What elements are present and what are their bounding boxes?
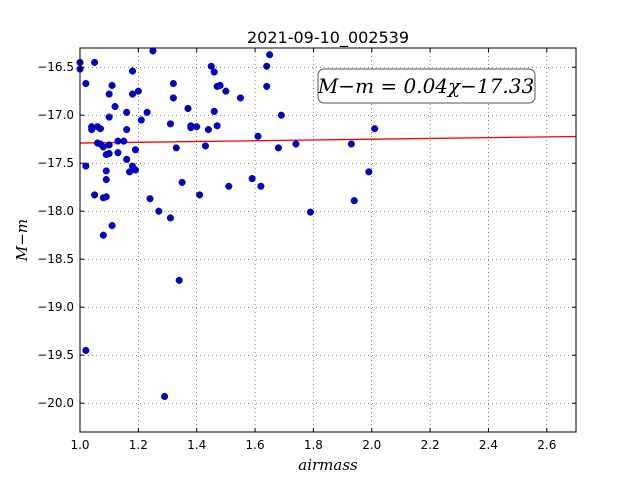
- data-point: [201, 142, 210, 150]
- data-point: [102, 175, 110, 184]
- fit-line-group: [79, 135, 577, 144]
- data-point: [91, 191, 99, 199]
- data-point: [196, 191, 204, 199]
- data-point: [350, 197, 358, 205]
- data-point: [257, 182, 265, 190]
- plot-frame: [79, 47, 577, 433]
- data-point: [274, 144, 282, 152]
- data-point: [222, 87, 230, 95]
- data-point: [365, 168, 373, 176]
- data-point: [146, 195, 154, 203]
- x-tick-label: 2.2: [421, 438, 440, 452]
- x-tick-label: 1.4: [187, 438, 206, 452]
- data-point: [172, 144, 180, 152]
- data-point: [108, 222, 116, 230]
- data-point: [105, 141, 113, 149]
- data-point: [254, 132, 262, 140]
- data-point: [207, 62, 215, 70]
- data-point: [111, 103, 119, 111]
- data-point: [166, 120, 174, 128]
- data-point: [128, 67, 137, 75]
- x-tick-label: 1.6: [246, 438, 265, 452]
- x-axis-label: airmass: [298, 456, 358, 474]
- data-point: [236, 94, 245, 102]
- grid-lines: [80, 48, 576, 432]
- data-points: [76, 47, 379, 401]
- data-point: [143, 108, 151, 116]
- x-tick-label: 2.6: [537, 438, 556, 452]
- data-point: [204, 126, 212, 134]
- data-point: [108, 81, 116, 89]
- data-point: [371, 125, 379, 133]
- data-point: [102, 193, 110, 201]
- x-tick-label: 1.8: [304, 438, 323, 452]
- data-point: [149, 47, 157, 55]
- data-point: [216, 81, 224, 89]
- data-point: [105, 113, 113, 121]
- data-point: [123, 108, 131, 116]
- data-point: [263, 62, 271, 70]
- data-point: [175, 276, 183, 284]
- data-point: [105, 150, 113, 158]
- data-point: [277, 111, 285, 119]
- y-tick-label: −17.5: [37, 156, 74, 170]
- data-point: [131, 166, 139, 174]
- data-point: [105, 90, 113, 98]
- data-point: [137, 116, 145, 124]
- data-point: [292, 140, 300, 148]
- data-point: [123, 155, 131, 163]
- y-tick-label: −20.0: [37, 396, 74, 410]
- data-point: [102, 167, 110, 175]
- x-tick-label: 2.0: [362, 438, 381, 452]
- data-point: [263, 82, 271, 90]
- chart-title: 2021-09-10_002539: [247, 28, 409, 48]
- data-point: [96, 125, 104, 133]
- data-point: [225, 182, 233, 190]
- x-tick-label: 1.2: [129, 438, 148, 452]
- y-tick-label: −18.0: [37, 204, 74, 218]
- y-tick-label: −19.5: [37, 348, 74, 362]
- data-point: [184, 104, 192, 113]
- annotation-box: M−m = 0.04χ−17.33: [317, 68, 536, 104]
- data-point: [178, 178, 186, 186]
- data-point: [114, 149, 122, 157]
- data-point: [82, 162, 90, 170]
- y-axis-label: M−m: [13, 219, 31, 262]
- y-axis-ticks: −16.5 −17.0 −17.5 −18.0 −18.5 −19.0 −19.5 −20.0: [37, 60, 576, 410]
- data-point: [210, 107, 218, 115]
- y-tick-label: −19.0: [37, 300, 74, 314]
- data-point: [155, 207, 163, 215]
- data-point: [187, 122, 195, 130]
- data-point: [210, 68, 218, 76]
- data-point: [131, 146, 139, 154]
- data-point: [266, 51, 274, 59]
- data-point: [123, 126, 131, 134]
- y-tick-label: −16.5: [37, 60, 74, 74]
- data-point: [82, 79, 90, 88]
- x-axis-ticks: 1.0 1.2 1.4 1.6 1.8 2.0 2.2 2.4 2.6: [70, 48, 556, 452]
- data-point: [82, 346, 90, 354]
- data-point: [161, 392, 169, 401]
- fit-equation-annotation: M−m = 0.04χ−17.33: [317, 74, 534, 98]
- y-tick-label: −18.5: [37, 252, 74, 266]
- data-point: [306, 208, 315, 216]
- data-point: [169, 94, 177, 102]
- y-tick-label: −17.0: [37, 108, 74, 122]
- x-tick-label: 2.4: [479, 438, 498, 452]
- data-point: [128, 90, 137, 98]
- annotation-border: [317, 68, 536, 104]
- data-point: [169, 79, 177, 88]
- data-point: [99, 231, 107, 239]
- data-point: [120, 137, 128, 145]
- data-point: [134, 87, 142, 95]
- data-point: [213, 122, 221, 130]
- data-point: [193, 123, 201, 131]
- x-tick-label: 1.0: [70, 438, 89, 452]
- fit-line: [79, 135, 577, 144]
- data-point: [166, 214, 174, 222]
- data-point: [347, 140, 355, 148]
- data-point: [248, 175, 256, 183]
- data-point: [91, 58, 99, 66]
